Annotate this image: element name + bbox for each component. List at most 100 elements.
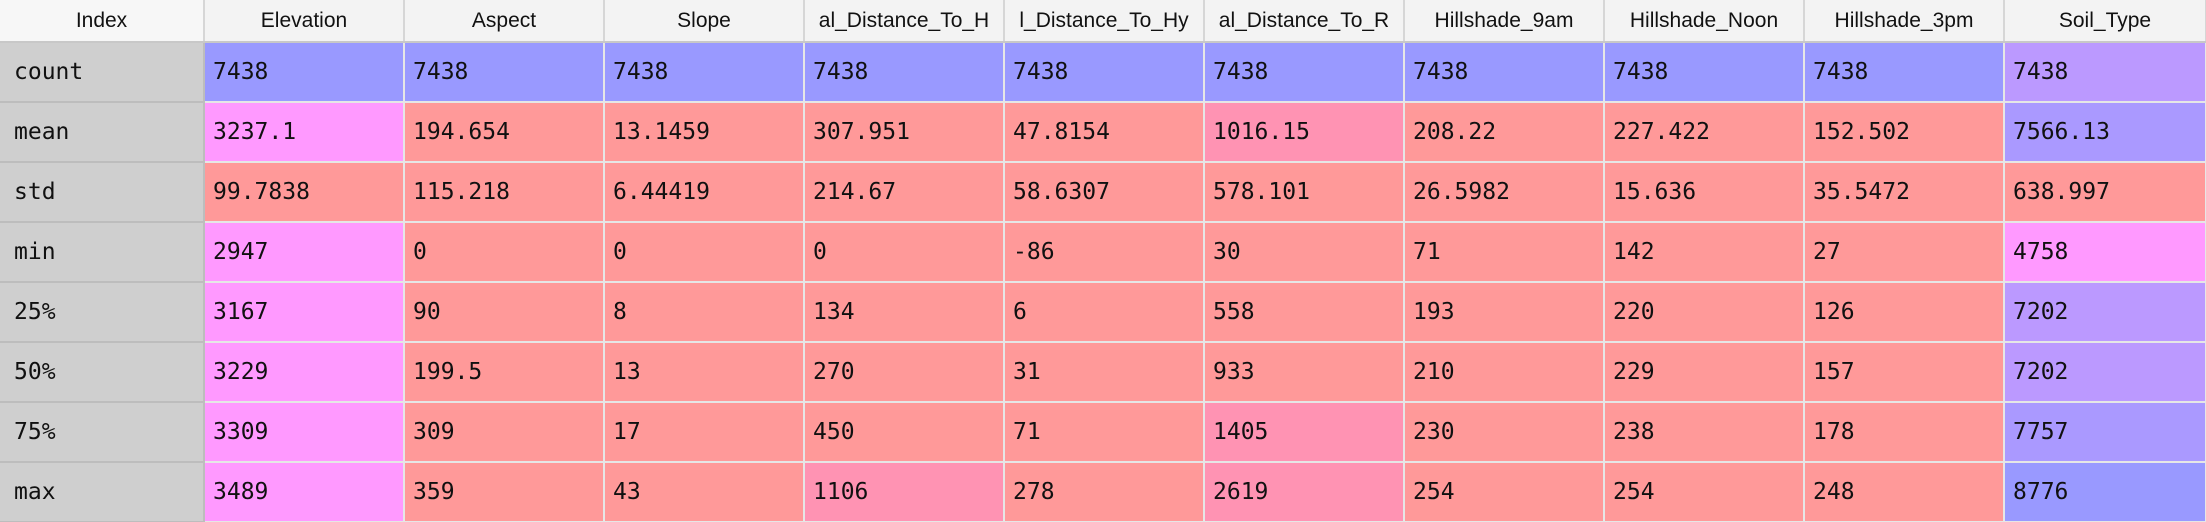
- table-cell[interactable]: 307.951: [804, 102, 1005, 163]
- table-cell[interactable]: 229: [1604, 342, 1805, 403]
- table-cell[interactable]: 7438: [2004, 42, 2206, 103]
- table-cell[interactable]: 1016.15: [1204, 102, 1405, 163]
- table-cell[interactable]: 13.1459: [604, 102, 805, 163]
- table-cell[interactable]: 0: [404, 222, 605, 283]
- table-cell[interactable]: 638.997: [2004, 162, 2206, 223]
- column-header-hsnoon[interactable]: Hillshade_Noon: [1604, 0, 1805, 43]
- column-header-soil[interactable]: Soil_Type: [2004, 0, 2206, 43]
- table-cell[interactable]: 220: [1604, 282, 1805, 343]
- table-cell[interactable]: 6: [1004, 282, 1205, 343]
- column-header-label: Elevation: [260, 8, 348, 32]
- table-cell[interactable]: 193: [1404, 282, 1605, 343]
- row-label[interactable]: std: [0, 162, 205, 223]
- table-cell[interactable]: 3309: [204, 402, 405, 463]
- table-cell[interactable]: 43: [604, 462, 805, 522]
- column-header-vdist_hyd[interactable]: l_Distance_To_Hy: [1004, 0, 1205, 43]
- table-cell[interactable]: 71: [1404, 222, 1605, 283]
- table-cell[interactable]: 0: [604, 222, 805, 283]
- table-cell[interactable]: 254: [1604, 462, 1805, 522]
- table-cell[interactable]: 2947: [204, 222, 405, 283]
- table-cell[interactable]: 6.44419: [604, 162, 805, 223]
- table-cell[interactable]: 248: [1804, 462, 2005, 522]
- table-cell[interactable]: 199.5: [404, 342, 605, 403]
- table-cell[interactable]: 30: [1204, 222, 1405, 283]
- table-cell[interactable]: 7438: [1604, 42, 1805, 103]
- table-cell[interactable]: 26.5982: [1404, 162, 1605, 223]
- table-cell[interactable]: 933: [1204, 342, 1405, 403]
- table-cell[interactable]: 27: [1804, 222, 2005, 283]
- table-cell[interactable]: 31: [1004, 342, 1205, 403]
- table-cell[interactable]: 15.636: [1604, 162, 1805, 223]
- table-cell[interactable]: 194.654: [404, 102, 605, 163]
- table-cell[interactable]: 17: [604, 402, 805, 463]
- table-cell[interactable]: 227.422: [1604, 102, 1805, 163]
- table-cell[interactable]: 7438: [804, 42, 1005, 103]
- table-cell[interactable]: 7757: [2004, 402, 2206, 463]
- table-cell[interactable]: 90: [404, 282, 605, 343]
- table-cell[interactable]: 2619: [1204, 462, 1405, 522]
- table-cell[interactable]: 47.8154: [1004, 102, 1205, 163]
- row-label[interactable]: 25%: [0, 282, 205, 343]
- table-cell[interactable]: 157: [1804, 342, 2005, 403]
- table-cell[interactable]: 7438: [604, 42, 805, 103]
- table-cell[interactable]: 7438: [204, 42, 405, 103]
- table-cell[interactable]: 7438: [1004, 42, 1205, 103]
- table-cell[interactable]: 254: [1404, 462, 1605, 522]
- table-cell[interactable]: 8: [604, 282, 805, 343]
- table-cell[interactable]: 142: [1604, 222, 1805, 283]
- table-cell[interactable]: 7566.13: [2004, 102, 2206, 163]
- table-cell[interactable]: 578.101: [1204, 162, 1405, 223]
- column-header-hdist_road[interactable]: al_Distance_To_R: [1204, 0, 1405, 43]
- table-cell[interactable]: 309: [404, 402, 605, 463]
- column-header-aspect[interactable]: Aspect: [404, 0, 605, 43]
- table-cell[interactable]: 178: [1804, 402, 2005, 463]
- table-cell[interactable]: 0: [804, 222, 1005, 283]
- index-header[interactable]: Index: [0, 0, 205, 43]
- table-cell[interactable]: 558: [1204, 282, 1405, 343]
- table-cell[interactable]: 3167: [204, 282, 405, 343]
- row-label[interactable]: 50%: [0, 342, 205, 403]
- table-cell[interactable]: 278: [1004, 462, 1205, 522]
- table-cell[interactable]: 7202: [2004, 282, 2206, 343]
- table-cell[interactable]: 99.7838: [204, 162, 405, 223]
- row-label[interactable]: mean: [0, 102, 205, 163]
- row-label[interactable]: max: [0, 462, 205, 522]
- table-cell[interactable]: 7438: [1204, 42, 1405, 103]
- table-cell[interactable]: 4758: [2004, 222, 2206, 283]
- table-cell[interactable]: 7438: [404, 42, 605, 103]
- table-cell[interactable]: 7438: [1404, 42, 1605, 103]
- table-cell[interactable]: 359: [404, 462, 605, 522]
- table-cell[interactable]: 58.6307: [1004, 162, 1205, 223]
- table-cell[interactable]: 126: [1804, 282, 2005, 343]
- table-cell[interactable]: 71: [1004, 402, 1205, 463]
- table-cell[interactable]: 3229: [204, 342, 405, 403]
- table-cell[interactable]: 8776: [2004, 462, 2206, 522]
- table-cell[interactable]: 1106: [804, 462, 1005, 522]
- table-cell[interactable]: 3237.1: [204, 102, 405, 163]
- table-cell[interactable]: 35.5472: [1804, 162, 2005, 223]
- table-cell[interactable]: 13: [604, 342, 805, 403]
- table-cell[interactable]: 7202: [2004, 342, 2206, 403]
- table-cell[interactable]: 3489: [204, 462, 405, 522]
- table-cell[interactable]: 270: [804, 342, 1005, 403]
- table-cell[interactable]: 134: [804, 282, 1005, 343]
- row-label[interactable]: min: [0, 222, 205, 283]
- column-header-hs3[interactable]: Hillshade_3pm: [1804, 0, 2005, 43]
- column-header-hs9[interactable]: Hillshade_9am: [1404, 0, 1605, 43]
- table-cell[interactable]: -86: [1004, 222, 1205, 283]
- table-cell[interactable]: 7438: [1804, 42, 2005, 103]
- row-label[interactable]: 75%: [0, 402, 205, 463]
- table-cell[interactable]: 115.218: [404, 162, 605, 223]
- table-cell[interactable]: 450: [804, 402, 1005, 463]
- column-header-hdist_hyd[interactable]: al_Distance_To_H: [804, 0, 1005, 43]
- table-cell[interactable]: 238: [1604, 402, 1805, 463]
- table-cell[interactable]: 1405: [1204, 402, 1405, 463]
- table-cell[interactable]: 210: [1404, 342, 1605, 403]
- column-header-slope[interactable]: Slope: [604, 0, 805, 43]
- table-cell[interactable]: 208.22: [1404, 102, 1605, 163]
- table-cell[interactable]: 230: [1404, 402, 1605, 463]
- column-header-elevation[interactable]: Elevation: [204, 0, 405, 43]
- row-label[interactable]: count: [0, 42, 205, 103]
- table-cell[interactable]: 152.502: [1804, 102, 2005, 163]
- table-cell[interactable]: 214.67: [804, 162, 1005, 223]
